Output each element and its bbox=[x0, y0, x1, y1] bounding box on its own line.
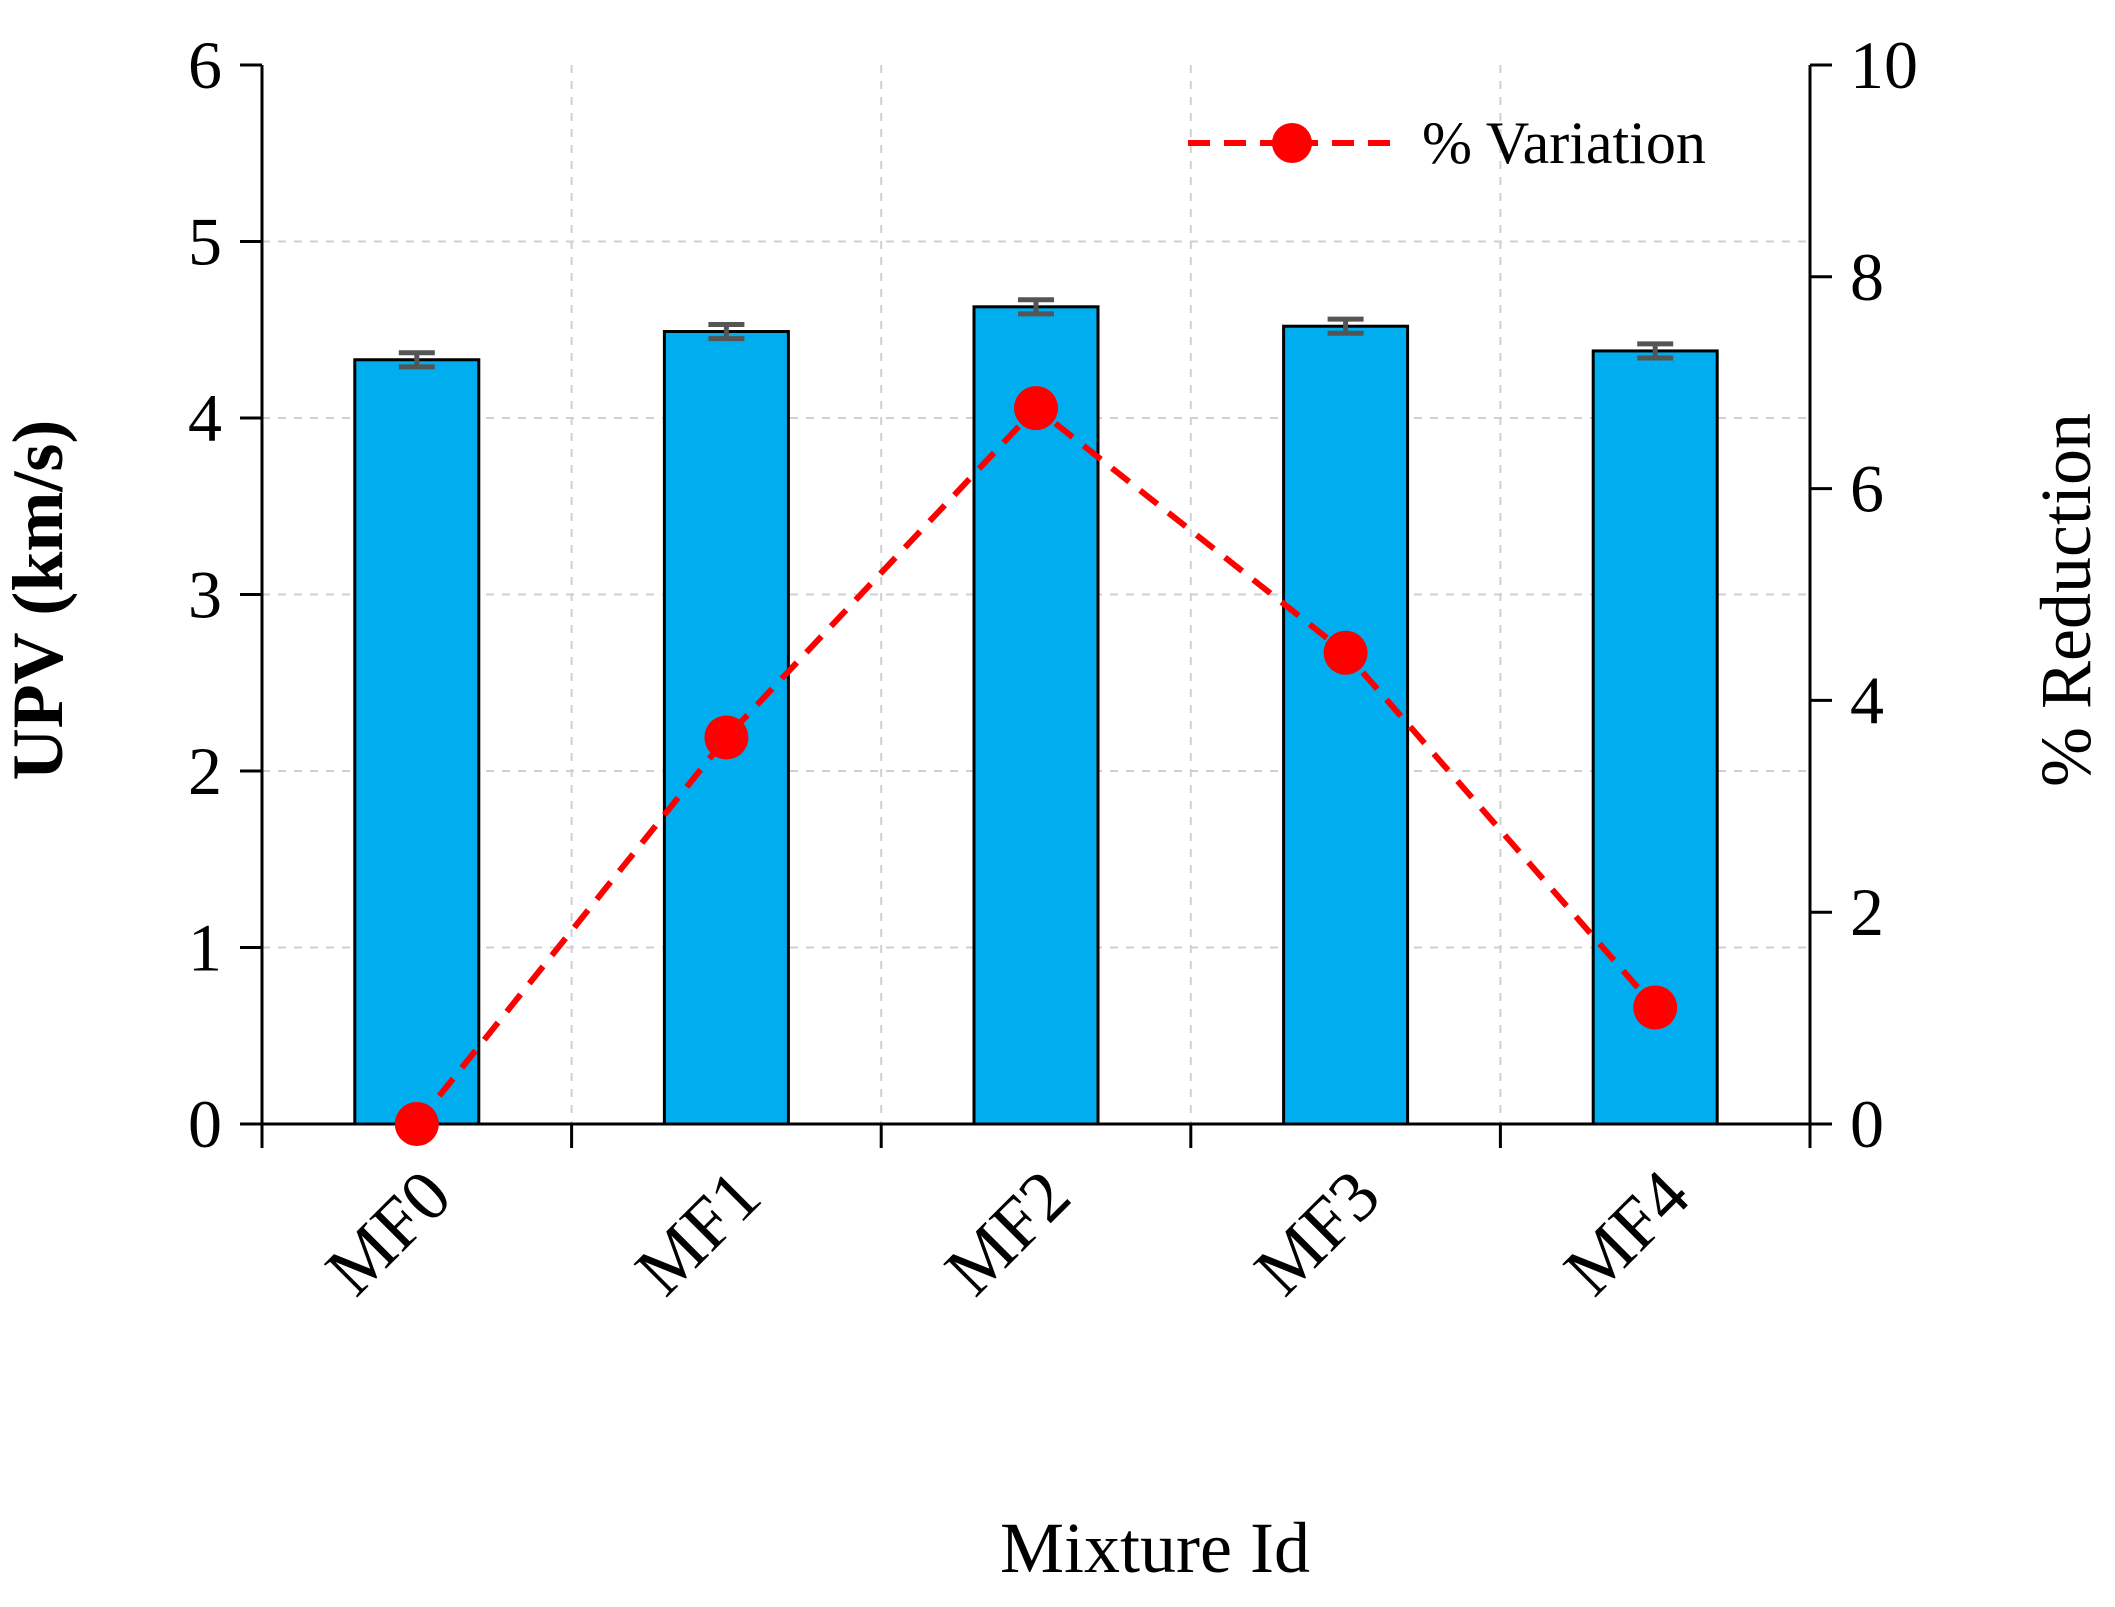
y-tick-label: 3 bbox=[188, 557, 222, 633]
y2-axis-title: % Reduction bbox=[2026, 413, 2106, 787]
y-tick-label: 2 bbox=[188, 733, 222, 809]
y2-tick-label: 6 bbox=[1850, 451, 1884, 527]
y2-tick-label: 10 bbox=[1850, 27, 1918, 103]
axes bbox=[240, 63, 1832, 1148]
legend: % Variation bbox=[1188, 110, 1706, 176]
legend-marker bbox=[1272, 123, 1312, 163]
line-point bbox=[704, 715, 749, 760]
bar bbox=[1282, 324, 1410, 1126]
y-tick-label: 6 bbox=[188, 27, 222, 103]
y2-tick-label: 2 bbox=[1850, 874, 1884, 950]
y2-tick-label: 4 bbox=[1850, 662, 1884, 738]
x-category-label: MF1 bbox=[620, 1155, 776, 1311]
x-axis-title: Mixture Id bbox=[1000, 1508, 1310, 1588]
line-point bbox=[1323, 630, 1368, 675]
x-category-label: MF4 bbox=[1549, 1155, 1705, 1311]
x-category-label: MF3 bbox=[1239, 1155, 1395, 1311]
y2-tick-label: 0 bbox=[1850, 1086, 1884, 1162]
x-category-label: MF2 bbox=[930, 1155, 1086, 1311]
y2-tick-label: 8 bbox=[1850, 239, 1884, 315]
line-point bbox=[394, 1102, 439, 1146]
y-axis-title: UPV (km/s) bbox=[0, 420, 78, 781]
y-tick-label: 0 bbox=[188, 1086, 222, 1162]
x-category-label: MF0 bbox=[311, 1155, 467, 1311]
bar-series bbox=[353, 297, 1719, 1126]
y-tick-label: 4 bbox=[188, 380, 222, 456]
legend-label: % Variation bbox=[1422, 110, 1706, 176]
line-point bbox=[1014, 386, 1058, 431]
line-series bbox=[394, 386, 1678, 1146]
y-tick-label: 5 bbox=[188, 204, 222, 280]
bar bbox=[353, 358, 481, 1126]
y-tick-label: 1 bbox=[188, 910, 222, 986]
line-point bbox=[1633, 985, 1678, 1030]
